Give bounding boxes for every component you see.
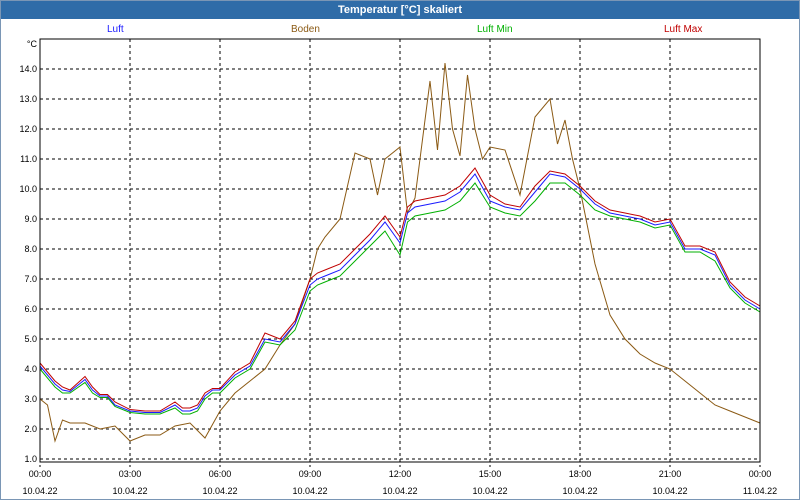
- y-tick-label: 4.0: [24, 364, 37, 374]
- x-tick-time: 00:00: [749, 469, 772, 479]
- y-tick-label: 10.0: [19, 184, 37, 194]
- x-tick-time: 12:00: [389, 469, 412, 479]
- plot-frame: [39, 38, 761, 463]
- legend-luft-max: Luft Max: [664, 24, 703, 35]
- x-tick-date: 10.04.22: [202, 486, 237, 496]
- y-tick-label: 8.0: [24, 244, 37, 254]
- x-tick-time: 00:00: [29, 469, 52, 479]
- y-tick-label: 13.0: [19, 94, 37, 104]
- y-tick-label: 1.0: [24, 454, 37, 464]
- y-tick-label: 9.0: [24, 214, 37, 224]
- x-tick-date: 10.04.22: [652, 486, 687, 496]
- legend-boden: Boden: [291, 24, 320, 35]
- y-tick-label: 2.0: [24, 424, 37, 434]
- y-tick-label: 6.0: [24, 304, 37, 314]
- x-tick-date: 10.04.22: [292, 486, 327, 496]
- y-tick-label: 14.0: [19, 64, 37, 74]
- series-line-luft: [39, 173, 761, 413]
- x-tick-time: 06:00: [209, 469, 232, 479]
- y-axis-unit: °C: [27, 39, 38, 49]
- x-tick-date: 10.04.22: [22, 486, 57, 496]
- y-tick-label: 7.0: [24, 274, 37, 284]
- x-tick-time: 18:00: [569, 469, 592, 479]
- y-tick-label: 11.0: [20, 154, 37, 164]
- x-tick-date: 10.04.22: [472, 486, 507, 496]
- window-title: Temperatur [°C] skaliert: [1, 1, 799, 19]
- x-tick-date: 10.04.22: [562, 486, 597, 496]
- x-tick-time: 21:00: [659, 469, 682, 479]
- x-tick-date: 11.04.22: [743, 486, 777, 496]
- series-line-luft-min: [39, 182, 761, 415]
- x-tick-time: 09:00: [299, 469, 322, 479]
- series-line-boden: [39, 62, 761, 443]
- x-tick-date: 10.04.22: [112, 486, 147, 496]
- x-tick-time: 03:00: [119, 469, 142, 479]
- x-tick-time: 15:00: [479, 469, 502, 479]
- y-tick-label: 3.0: [24, 394, 37, 404]
- series-line-luft-max: [39, 167, 761, 412]
- legend-luft-min: Luft Min: [477, 24, 513, 35]
- y-tick-label: 12.0: [19, 124, 37, 134]
- y-tick-label: 5.0: [24, 334, 37, 344]
- legend-luft: Luft: [107, 24, 124, 35]
- x-tick-date: 10.04.22: [382, 486, 417, 496]
